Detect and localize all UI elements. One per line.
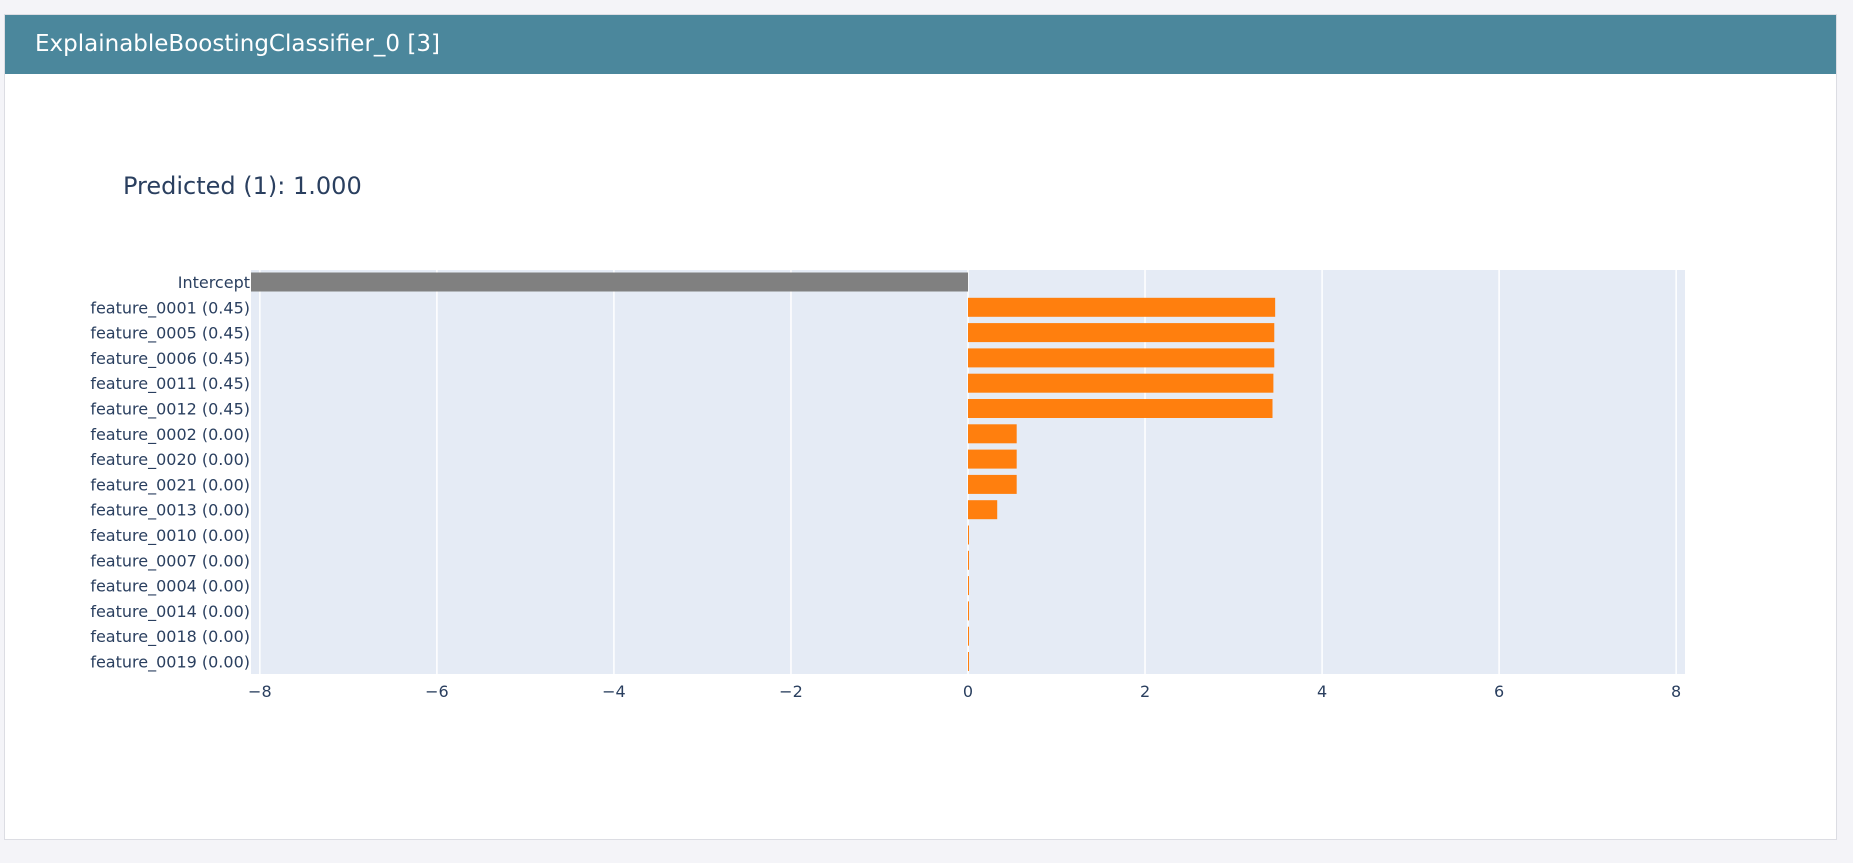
feature-bar <box>968 500 998 520</box>
intercept-bar <box>251 272 968 292</box>
feature-bar <box>968 474 1017 494</box>
category-label: feature_0014 (0.00) <box>90 602 250 622</box>
x-tick-label: 2 <box>1140 682 1150 701</box>
x-tick-label: 0 <box>963 682 973 701</box>
feature-bar <box>968 399 1273 418</box>
feature-bar <box>968 297 1276 317</box>
category-label: feature_0013 (0.00) <box>90 501 250 521</box>
feature-bar <box>968 576 969 596</box>
category-label: feature_0018 (0.00) <box>90 627 250 647</box>
feature-bar <box>968 449 1017 469</box>
card-title: ExplainableBoostingClassifier_0 [3] <box>35 31 440 57</box>
category-labels: Intercept feature_0001 (0.45) feature_0005… <box>90 273 250 673</box>
category-label: Intercept <box>178 273 250 292</box>
category-label: feature_0001 (0.45) <box>90 298 250 318</box>
feature-bar <box>968 652 969 671</box>
category-label: feature_0006 (0.45) <box>90 349 250 369</box>
feature-bar <box>968 601 969 621</box>
feature-bar <box>968 424 1017 444</box>
card-header: ExplainableBoostingClassifier_0 [3] <box>5 15 1836 74</box>
x-tick-labels: −8 −6 −4 −2 0 2 4 6 8 <box>248 682 1681 701</box>
x-tick-label: 6 <box>1494 682 1504 701</box>
feature-bar <box>968 626 969 646</box>
category-label: feature_0020 (0.00) <box>90 450 250 470</box>
feature-bar <box>968 525 969 545</box>
feature-bar <box>968 323 1275 343</box>
feature-bar <box>968 348 1275 368</box>
category-label: feature_0012 (0.45) <box>90 400 250 420</box>
feature-bar <box>968 373 1274 393</box>
category-label: feature_0010 (0.00) <box>90 526 250 546</box>
x-tick-label: 8 <box>1671 682 1681 701</box>
category-label: feature_0011 (0.45) <box>90 374 250 394</box>
chart-title: Predicted (1): 1.000 <box>123 172 362 200</box>
category-label: feature_0004 (0.00) <box>90 577 250 597</box>
x-tick-label: −2 <box>779 682 803 701</box>
x-tick-label: −6 <box>425 682 449 701</box>
category-label: feature_0005 (0.45) <box>90 324 250 344</box>
category-label: feature_0007 (0.00) <box>90 551 250 571</box>
feature-bar <box>968 550 969 570</box>
bars <box>251 272 1276 671</box>
x-tick-label: −8 <box>248 682 272 701</box>
category-label: feature_0002 (0.00) <box>90 425 250 445</box>
category-label: feature_0019 (0.00) <box>90 653 250 673</box>
x-tick-label: 4 <box>1317 682 1327 701</box>
x-tick-label: −4 <box>602 682 626 701</box>
category-label: feature_0021 (0.00) <box>90 475 250 495</box>
